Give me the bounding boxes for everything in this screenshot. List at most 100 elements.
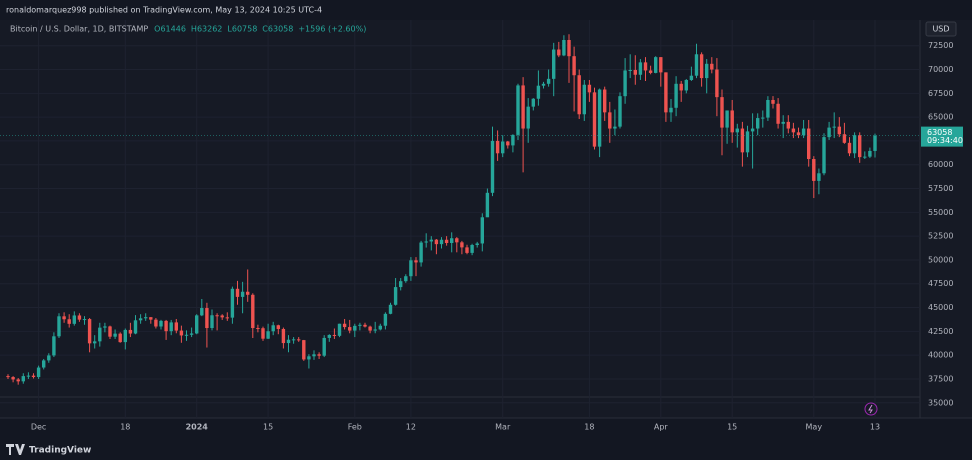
candle-body: [67, 319, 71, 324]
candle-body: [36, 367, 41, 378]
candle-body: [307, 356, 311, 360]
candle-body: [200, 308, 204, 316]
candle-body: [399, 281, 403, 288]
candle-body: [286, 339, 291, 344]
candle-body: [485, 192, 490, 218]
candle-body: [699, 54, 704, 79]
candle-body: [735, 128, 739, 133]
y-tick-label: 35000: [928, 398, 953, 407]
candle-body: [210, 315, 214, 329]
candle-body: [847, 142, 852, 154]
candle-body: [480, 217, 484, 244]
candle-body: [52, 336, 56, 356]
candle-body: [337, 323, 342, 336]
candle-body: [745, 131, 750, 153]
candle-body: [659, 57, 663, 73]
candle-body: [77, 315, 82, 320]
x-tick-label: 18: [584, 423, 594, 432]
candle-body: [312, 354, 316, 357]
candle-body: [526, 106, 530, 129]
candle-body: [470, 244, 474, 253]
y-tick-label: 40000: [928, 351, 953, 360]
y-tick-label: 70000: [928, 65, 953, 74]
candle-body: [195, 315, 199, 334]
candle-body: [138, 318, 143, 321]
candle-body: [817, 173, 821, 181]
ohlc-label: L60758: [227, 25, 257, 34]
currency-box[interactable]: [925, 21, 957, 37]
candle-body: [424, 241, 428, 243]
symbol: Bitcoin / U.S. Dollar, 1D, BITSTAMP: [10, 25, 148, 34]
y-tick-label: 55000: [928, 208, 953, 217]
candle-body: [98, 327, 102, 342]
candle-body: [562, 39, 566, 56]
candle-body: [501, 141, 505, 154]
candle-body: [801, 128, 806, 136]
candle-body: [11, 377, 15, 380]
candle-body: [603, 89, 607, 113]
candle-body: [72, 315, 76, 324]
countdown: 09:34:40: [927, 136, 963, 145]
candle-body: [291, 339, 296, 341]
y-tick-label: 65000: [928, 113, 953, 122]
candle-body: [6, 376, 10, 378]
candle-body: [648, 70, 653, 73]
candle-body: [791, 128, 796, 133]
candle-body: [174, 322, 178, 331]
ohlc-label: C63058: [262, 25, 293, 34]
candle-body: [623, 70, 627, 97]
candle-body: [873, 135, 877, 151]
candle-body: [715, 69, 719, 98]
candle-body: [669, 107, 673, 113]
x-tick-label: 12: [406, 423, 416, 432]
candle-body: [786, 121, 790, 129]
candle-body: [205, 308, 209, 329]
x-tick-label: Dec: [31, 423, 46, 432]
y-tick-label: 50000: [928, 255, 953, 264]
candle-body: [164, 320, 168, 332]
candle-body: [868, 150, 872, 157]
brand-logo: [6, 444, 25, 455]
candle-body: [750, 128, 755, 132]
candle-body: [276, 325, 280, 329]
candle-body: [93, 341, 97, 344]
currency[interactable]: USD: [932, 25, 949, 34]
candle-body: [103, 326, 107, 328]
candle-body: [577, 75, 581, 115]
candle-body: [184, 334, 189, 336]
y-tick-label: 52500: [928, 232, 953, 241]
y-tick-label: 37500: [928, 374, 953, 383]
candle-body: [348, 327, 352, 331]
candle-body: [444, 239, 449, 243]
candle-body: [26, 375, 31, 377]
candle-body: [42, 360, 46, 368]
candle-body: [460, 242, 464, 248]
y-tick-label: 60000: [928, 160, 953, 169]
candle-body: [261, 328, 265, 339]
last-price-box: [921, 126, 963, 147]
y-tick-label: 67500: [928, 89, 953, 98]
candle-body: [694, 54, 699, 76]
candle-body: [47, 355, 51, 361]
candle-body: [128, 329, 133, 334]
candle-body: [771, 99, 775, 104]
candle-body: [342, 323, 347, 328]
x-tick-label: Apr: [654, 423, 669, 432]
candle-body: [643, 62, 648, 71]
plot-area: [0, 20, 920, 418]
candle-body: [776, 103, 780, 124]
candle-body: [807, 128, 811, 160]
candle-body: [761, 117, 765, 119]
candle-body: [852, 135, 857, 154]
candle-body: [674, 83, 678, 108]
candle-body: [781, 121, 785, 124]
candle-body: [297, 339, 301, 341]
alert-icon[interactable]: [864, 402, 878, 416]
candle-body: [332, 334, 337, 336]
candle-body: [429, 239, 433, 242]
candle-body: [516, 85, 520, 135]
candle-body: [57, 316, 61, 337]
ohlc-label: H63262: [191, 25, 222, 34]
candle-body: [220, 315, 224, 318]
x-tick-label: 18: [120, 423, 130, 432]
